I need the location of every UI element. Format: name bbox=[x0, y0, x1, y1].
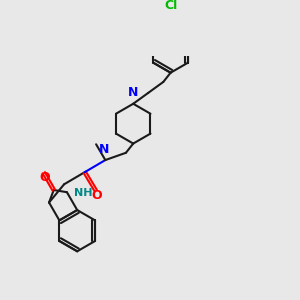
Text: Cl: Cl bbox=[164, 0, 177, 12]
Text: NH: NH bbox=[74, 188, 93, 198]
Text: N: N bbox=[128, 86, 138, 99]
Text: O: O bbox=[92, 189, 102, 202]
Text: O: O bbox=[40, 171, 50, 184]
Text: N: N bbox=[99, 143, 109, 156]
